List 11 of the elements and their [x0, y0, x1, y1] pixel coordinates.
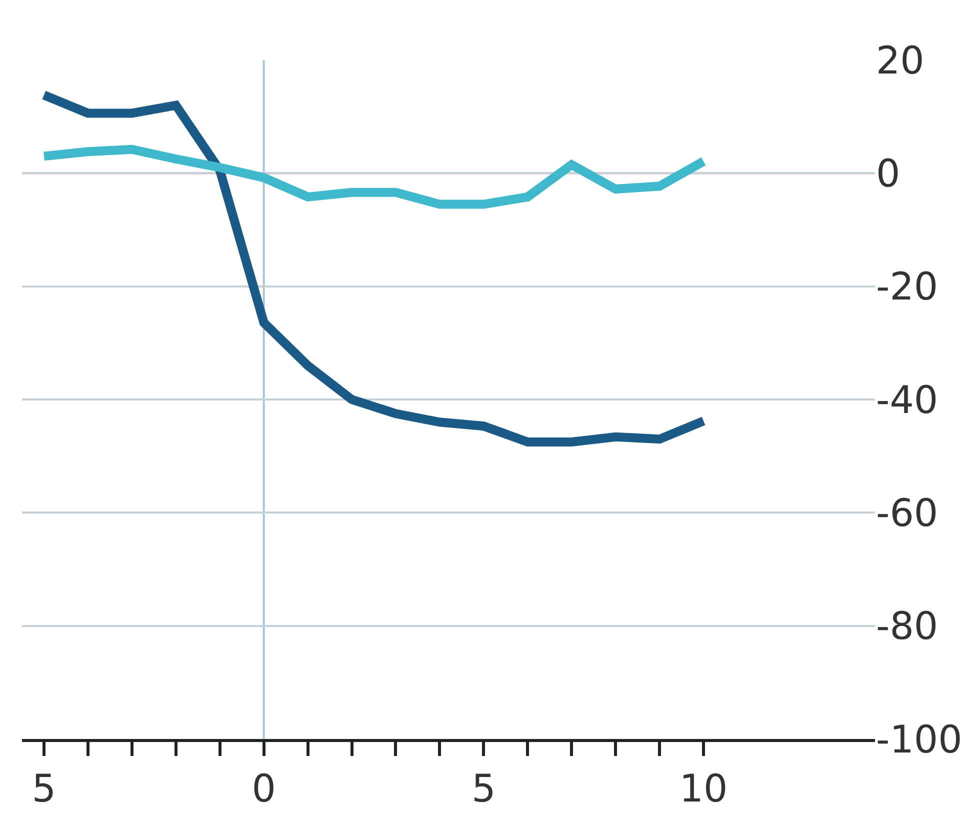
y-tick-label: 20 [876, 38, 924, 82]
y-tick-label: -80 [876, 604, 938, 648]
y-tick-label: -60 [876, 490, 938, 535]
y-tick-label: -40 [876, 378, 938, 422]
x-tick-label: 10 [679, 766, 728, 811]
x-tick-label: 5 [32, 766, 56, 811]
x-tick-label: 0 [252, 766, 276, 811]
y-tick-label: 0 [876, 151, 900, 196]
x-tick-label: 5 [472, 766, 496, 811]
y-tick-label: -100 [876, 717, 962, 762]
y-tick-label: -20 [876, 264, 938, 309]
